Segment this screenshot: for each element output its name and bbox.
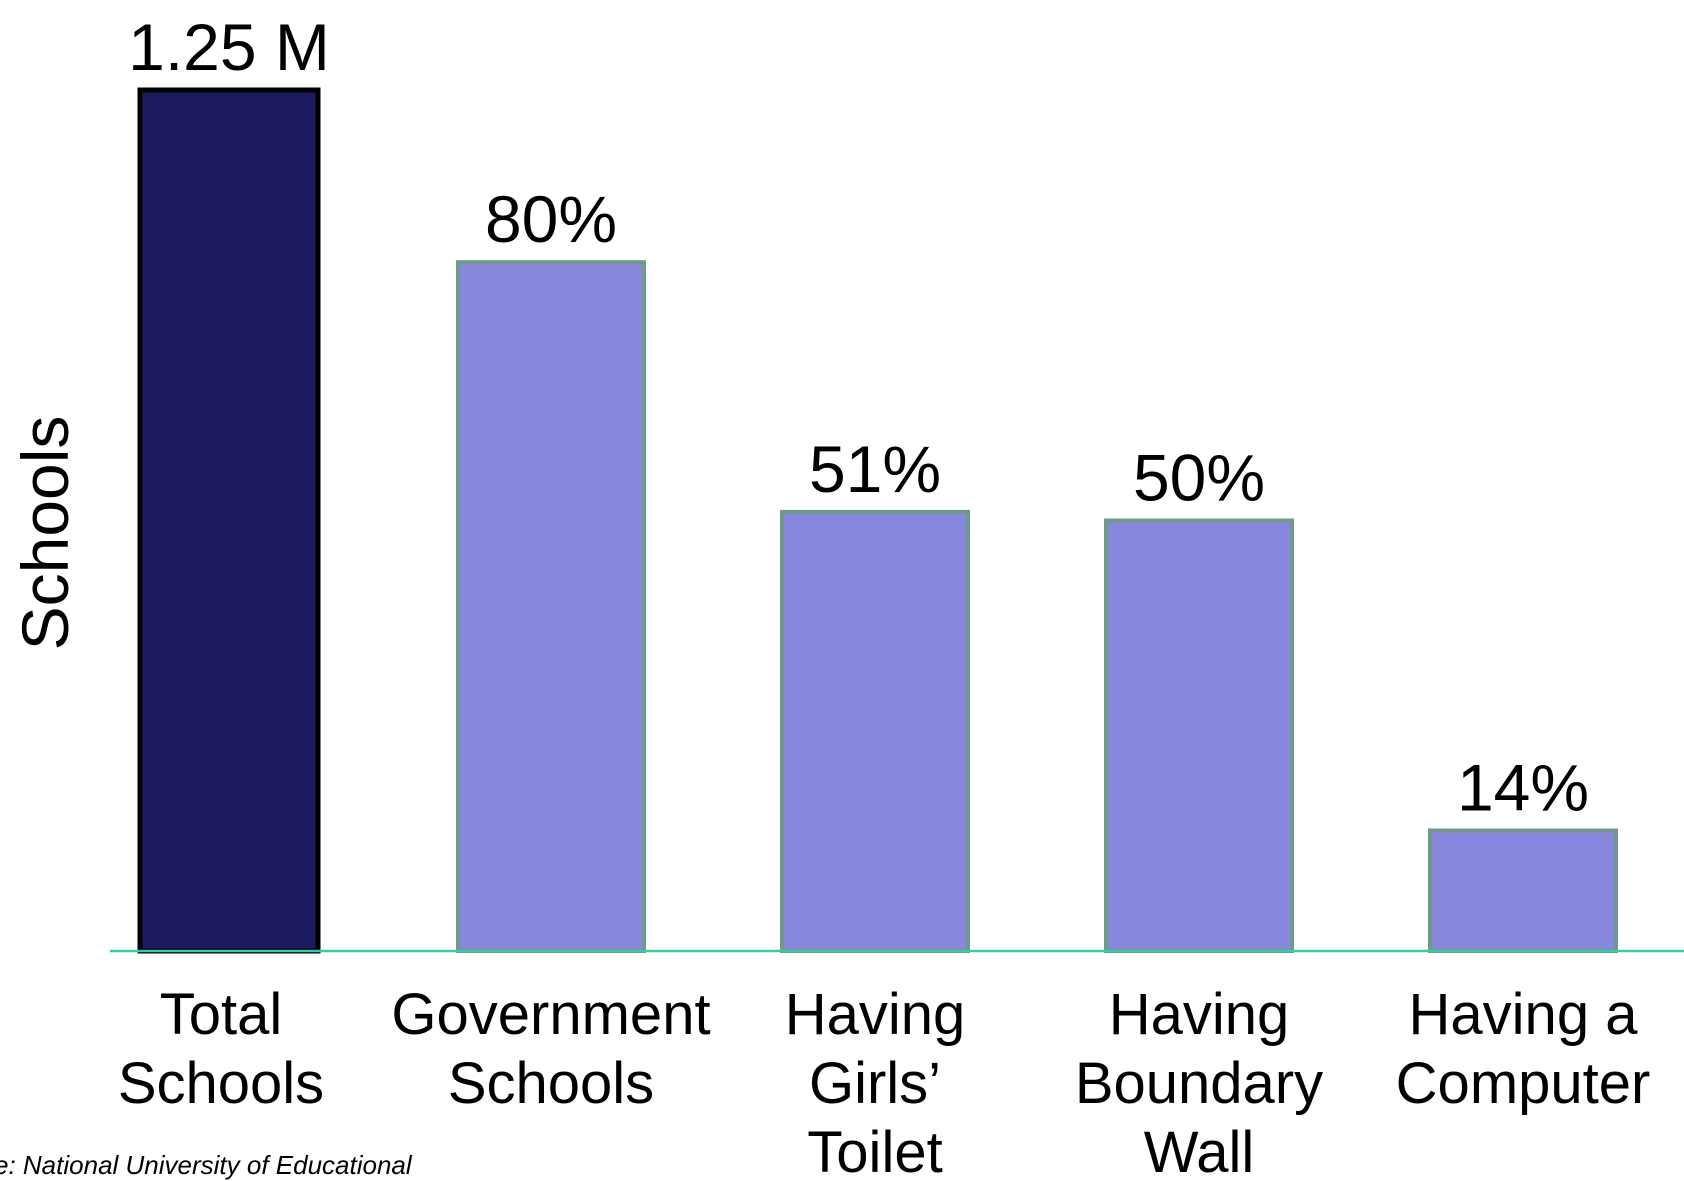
data-label-5: 14% [1457,750,1589,824]
category-label-2: Government Schools [391,982,710,1116]
category-label-line: Having a [1409,982,1639,1047]
category-label-line: Computer [1396,1051,1651,1116]
category-label-line: Toilet [807,1120,942,1174]
category-label-line: Boundary [1075,1051,1323,1116]
category-label-4: Having Boundary Wall [1075,982,1323,1174]
category-label-1: Total Schools [118,982,324,1116]
category-label-5: Having a Computer [1396,982,1651,1116]
category-label-line: Having [785,982,966,1047]
bar-5 [1428,828,1618,954]
category-label-line: Schools [118,1051,324,1116]
category-label-line: Total [160,982,283,1047]
data-label-2: 80% [485,182,617,256]
y-axis-label: Schools [8,416,82,651]
bar-2 [456,260,646,953]
source-note: e: National University of Educational [0,1150,412,1180]
category-label-line: Having [1109,982,1290,1047]
category-label-line: Schools [448,1051,654,1116]
bars-group [137,87,1618,954]
bar-4 [1104,518,1294,953]
data-label-4: 50% [1133,441,1265,515]
data-labels-group: 1.25 M 80% 51% 50% 14% [128,10,1589,824]
data-label-1: 1.25 M [128,10,330,84]
category-label-3: Having Girls’ Toilet [785,982,966,1174]
data-label-3: 51% [809,432,941,506]
bar-1 [137,87,321,954]
category-label-line: Wall [1144,1120,1255,1174]
category-label-line: Government [391,982,710,1047]
category-label-line: Girls’ [809,1051,941,1116]
bar-3 [780,509,970,953]
